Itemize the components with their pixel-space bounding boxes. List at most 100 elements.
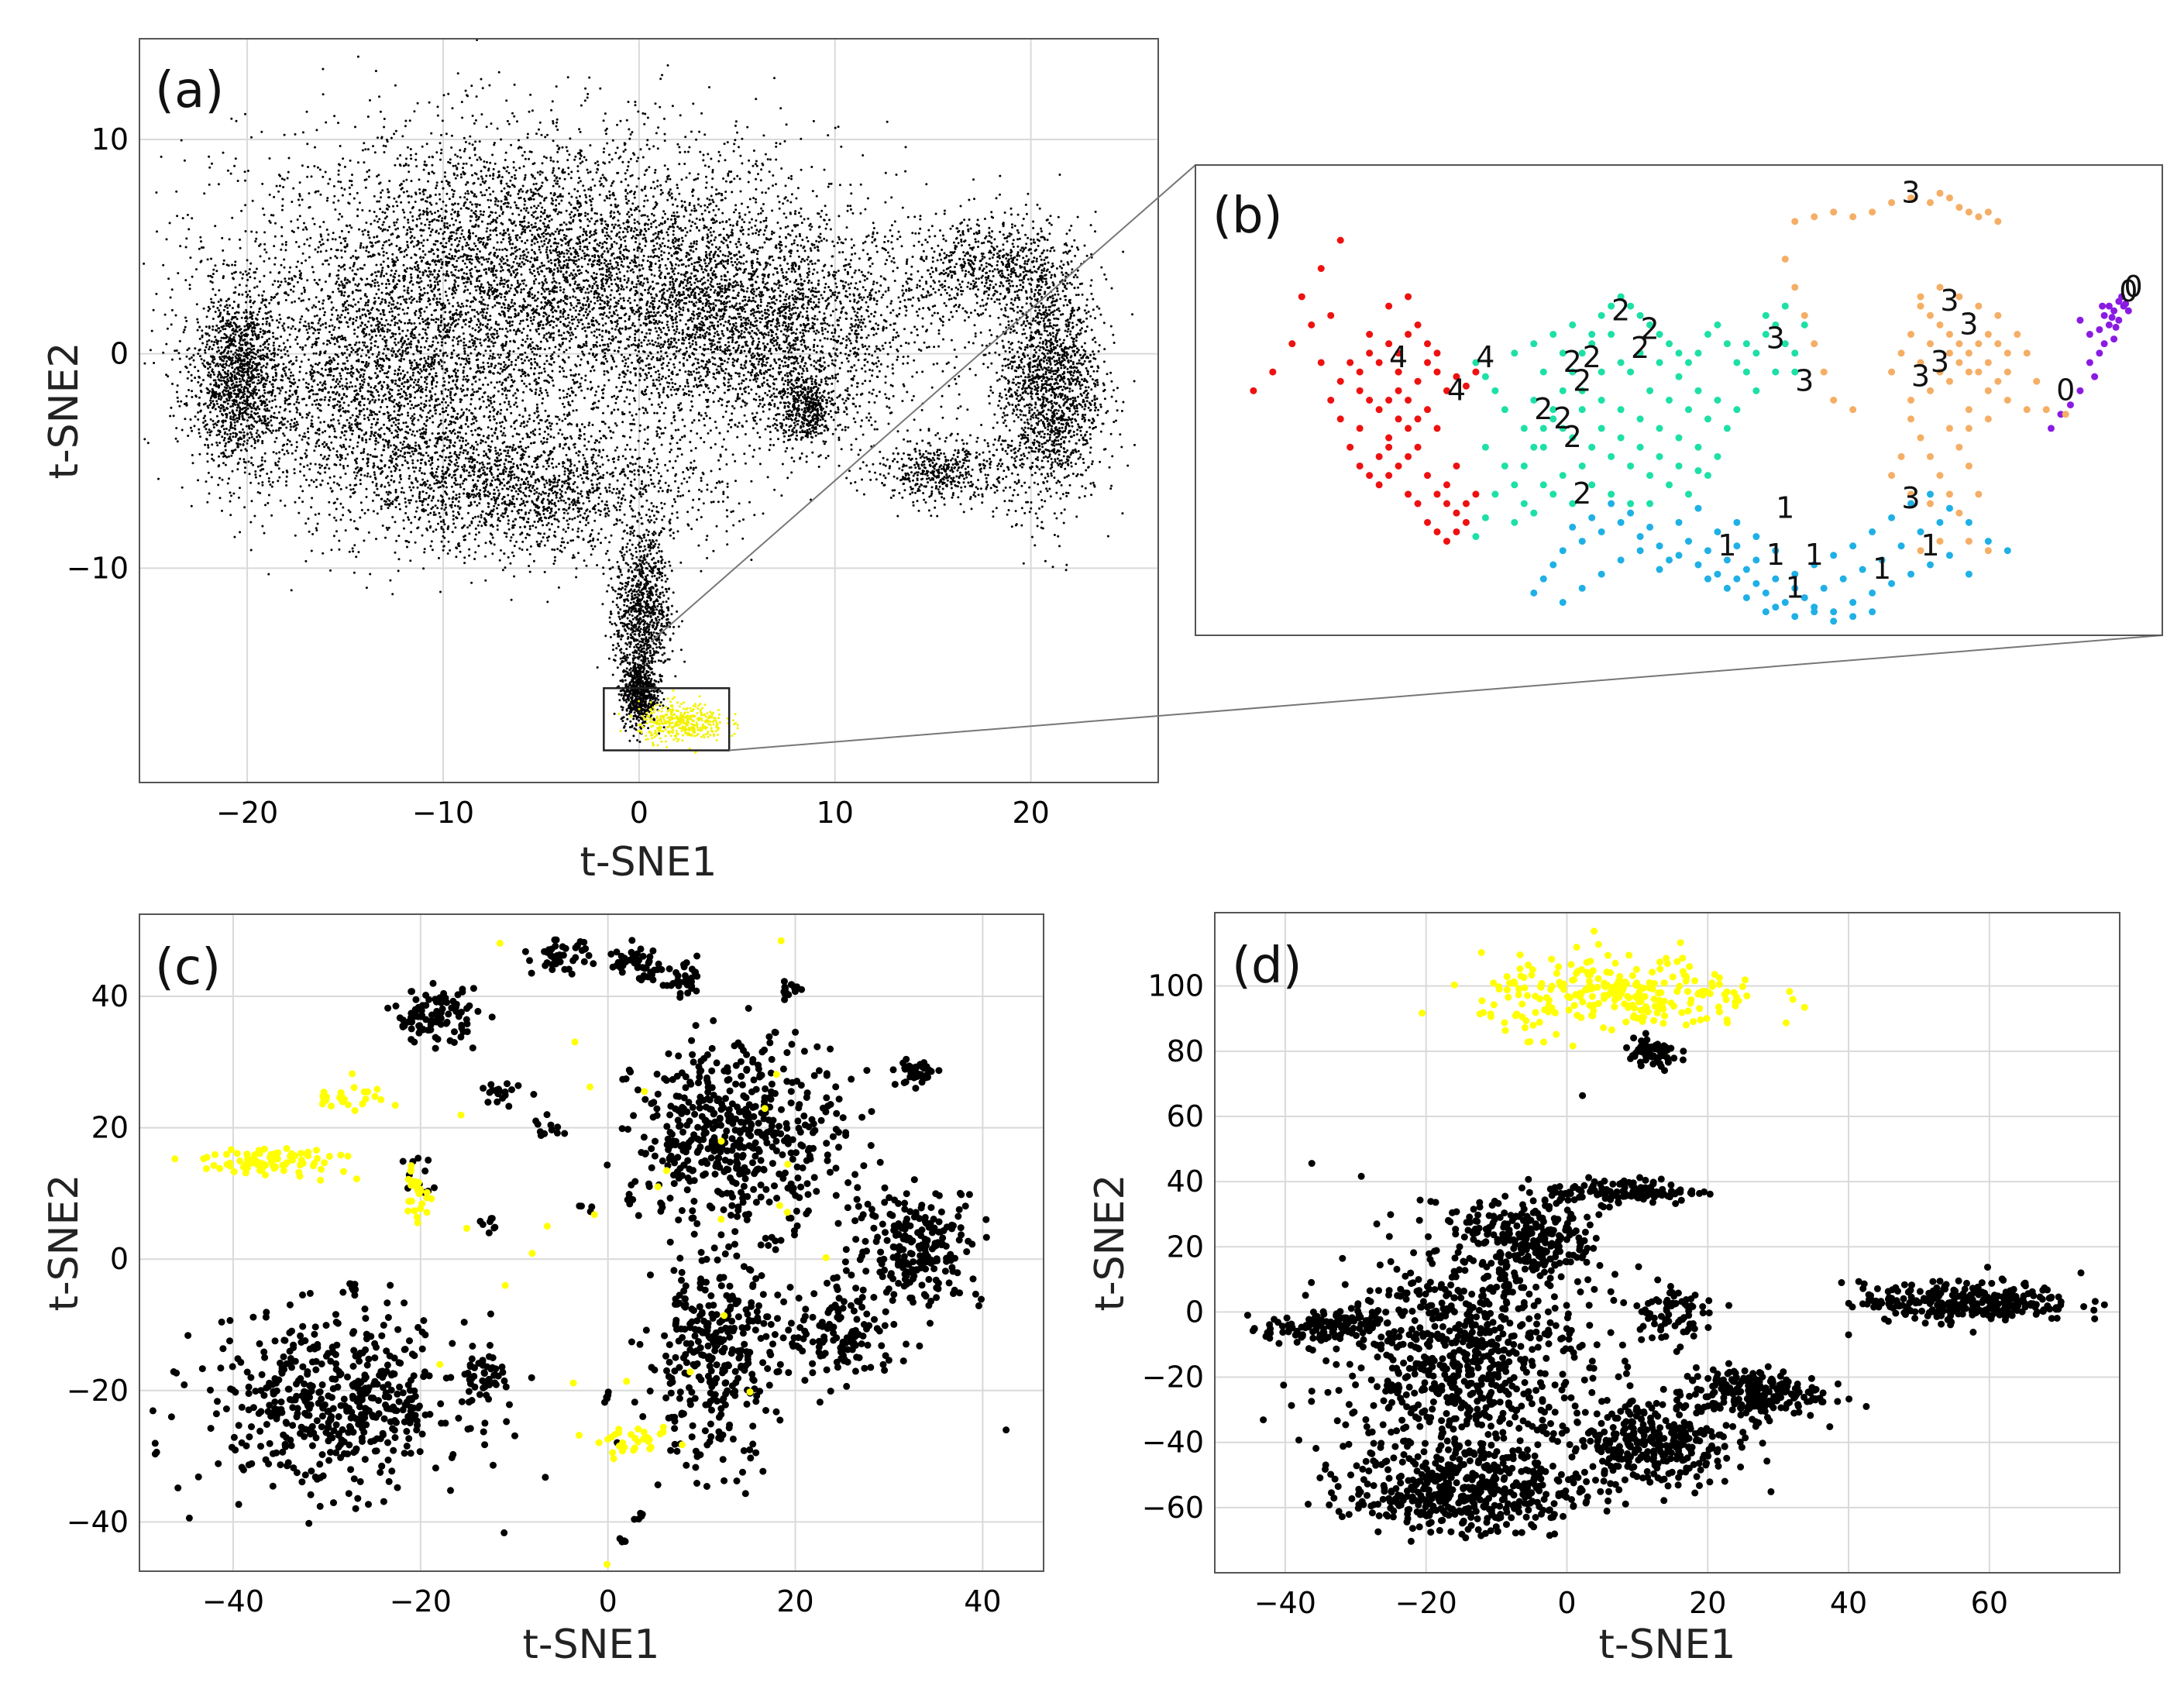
point: [438, 270, 441, 273]
point: [322, 302, 325, 305]
point: [598, 263, 601, 267]
point: [480, 285, 483, 288]
point: [349, 193, 352, 196]
point: [313, 222, 316, 225]
point: [523, 300, 526, 303]
point: [457, 162, 460, 165]
point: [551, 353, 554, 356]
point: [221, 236, 224, 239]
point: [306, 338, 309, 341]
point: [269, 221, 272, 224]
point: [429, 210, 432, 213]
point: [603, 301, 606, 304]
point: [480, 301, 483, 304]
point: [593, 301, 597, 304]
point: [577, 373, 580, 376]
point: [594, 229, 597, 232]
point: [565, 223, 568, 226]
point: [471, 248, 474, 251]
point: [614, 278, 617, 281]
point: [625, 119, 628, 122]
point: [717, 255, 721, 258]
point: [870, 312, 873, 315]
point: [482, 366, 485, 368]
point: [426, 239, 429, 242]
point: [168, 222, 171, 225]
point: [284, 346, 287, 349]
point: [397, 227, 399, 230]
point: [523, 382, 526, 385]
point: [617, 346, 621, 349]
point: [486, 227, 489, 230]
point: [569, 213, 571, 216]
point: [497, 323, 500, 326]
point: [495, 256, 498, 259]
point: [769, 324, 772, 327]
point: [724, 287, 727, 290]
point: [672, 203, 674, 206]
point: [593, 222, 597, 225]
point: [459, 156, 462, 159]
point: [610, 327, 614, 330]
point: [602, 308, 605, 310]
point: [489, 251, 492, 254]
point: [452, 223, 455, 226]
point: [427, 363, 430, 366]
point: [495, 226, 498, 229]
point: [418, 215, 421, 217]
point: [419, 256, 422, 259]
point: [578, 177, 581, 180]
point: [875, 365, 879, 368]
point: [394, 322, 397, 324]
point: [337, 269, 340, 272]
point: [562, 312, 565, 315]
point: [418, 387, 421, 390]
point: [545, 338, 548, 341]
point: [671, 295, 674, 298]
point: [436, 254, 439, 257]
point: [555, 198, 558, 201]
point: [646, 116, 649, 119]
point: [296, 395, 299, 398]
point: [793, 281, 796, 284]
point: [623, 143, 626, 146]
point: [628, 297, 631, 300]
point: [380, 269, 383, 272]
point: [558, 202, 561, 205]
point: [518, 322, 521, 325]
point: [891, 367, 894, 370]
point: [652, 221, 655, 223]
point: [704, 375, 707, 378]
point: [741, 137, 744, 140]
point: [600, 213, 603, 216]
point: [904, 170, 907, 173]
point: [318, 332, 320, 335]
point: [817, 249, 820, 252]
point: [463, 289, 466, 292]
point: [432, 156, 435, 159]
point: [559, 211, 562, 214]
point: [817, 331, 820, 334]
point: [851, 246, 854, 249]
point: [607, 285, 610, 288]
point: [545, 214, 549, 217]
point: [553, 263, 556, 266]
point: [635, 160, 638, 163]
point: [682, 306, 685, 309]
point: [340, 215, 343, 218]
point: [755, 160, 758, 163]
point: [545, 228, 548, 231]
point: [652, 379, 655, 382]
point: [625, 286, 628, 289]
point: [283, 178, 286, 181]
point: [471, 143, 474, 146]
point: [566, 276, 569, 279]
point: [620, 287, 623, 291]
point: [482, 236, 485, 239]
point: [450, 235, 453, 237]
point: [712, 230, 715, 233]
point: [375, 215, 378, 218]
point: [260, 130, 263, 133]
point: [415, 300, 418, 303]
point: [604, 226, 607, 229]
